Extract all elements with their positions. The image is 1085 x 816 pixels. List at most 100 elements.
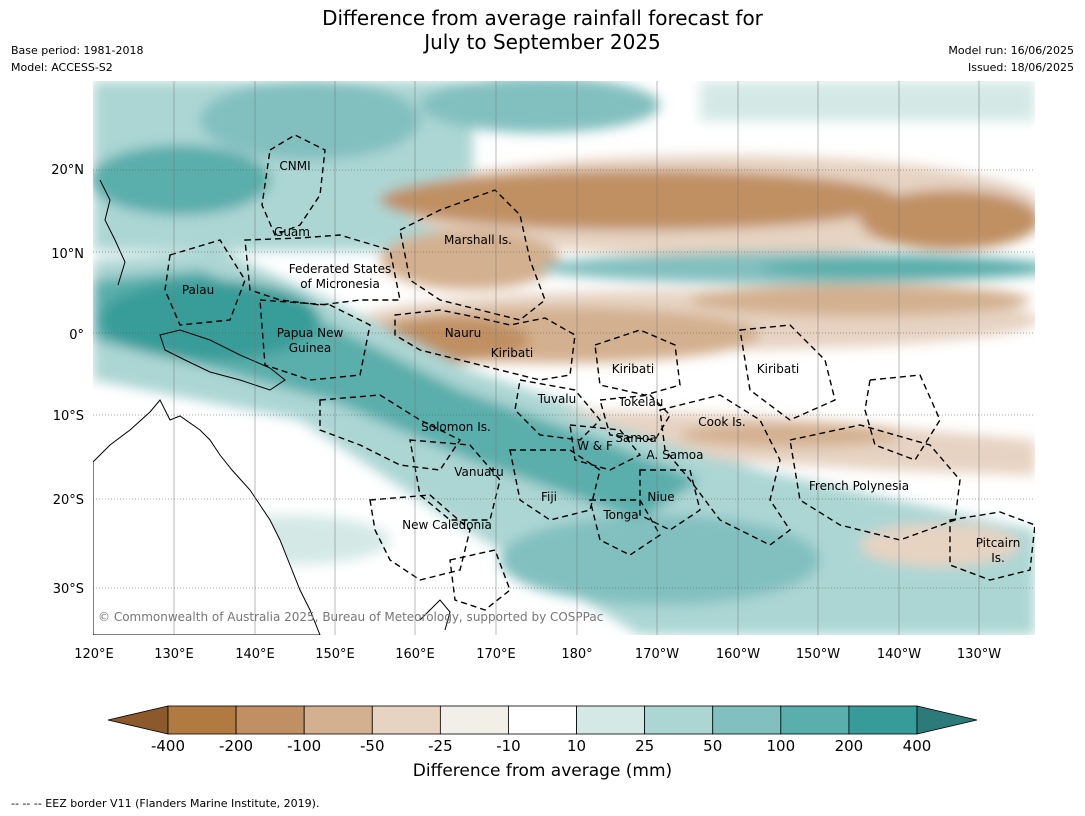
label-american-samoa: A. Samoa — [647, 448, 704, 462]
eez-kiribati-west — [394, 309, 576, 381]
colorbar-segments — [107, 705, 978, 735]
eez-borders — [164, 134, 1035, 611]
title-line-2: July to September 2025 — [424, 30, 661, 54]
lon-label-130e: 130°E — [154, 647, 194, 662]
colorbar-tick-label: -10 — [496, 737, 521, 755]
eez-png — [259, 299, 371, 381]
lon-label-160w: 160°W — [716, 647, 760, 662]
colorbar-tick-label: -50 — [360, 737, 385, 755]
colorbar-tick-label: -200 — [219, 737, 254, 755]
wet-core-itcz — [760, 258, 1035, 278]
label-vanuatu: Vanuatu — [454, 465, 504, 479]
label-tuvalu: Tuvalu — [537, 392, 577, 406]
new-caledonia-coastline — [419, 599, 451, 631]
label-cnmi: CNMI — [279, 159, 310, 173]
philippines-coastline — [99, 179, 126, 286]
label-guam: Guam — [274, 225, 310, 239]
label-fiji: Fiji — [541, 490, 557, 504]
dry-core-northeast — [860, 190, 1035, 250]
label-samoa: Samoa — [615, 431, 656, 445]
longitude-labels: 120°E 130°E 140°E 150°E 160°E 170°E 180°… — [74, 647, 1001, 662]
lon-label-130w: 130°W — [957, 647, 1001, 662]
dry-core-north — [380, 170, 900, 230]
eez-cnmi — [261, 134, 326, 236]
label-png-1: Papua New — [277, 326, 344, 340]
lat-label-10n: 10°N — [51, 247, 84, 262]
colorbar-segment — [371, 705, 441, 735]
forecast-map: CNMI Guam Marshall Is. Federated States … — [51, 81, 1035, 662]
map-area: CNMI Guam Marshall Is. Federated States … — [93, 81, 1035, 635]
lat-label-20n: 20°N — [51, 163, 84, 178]
region-labels: CNMI Guam Marshall Is. Federated States … — [182, 159, 1020, 565]
colorbar-segment — [167, 705, 237, 735]
label-tonga: Tonga — [602, 508, 638, 522]
eez-marquesas — [864, 374, 941, 461]
label-wf: W & F — [577, 439, 613, 453]
colorbar-tick-label: 10 — [566, 737, 587, 755]
eez-tonga — [589, 499, 661, 556]
australia-coastline — [93, 399, 321, 635]
label-new-caledonia: New Caledonia — [402, 518, 492, 532]
eez-new-caledonia — [369, 494, 471, 581]
lon-label-160e: 160°E — [395, 647, 435, 662]
colorbar-tick-label: -100 — [287, 737, 322, 755]
meta-right: Model run: 16/06/2025 Issued: 18/06/2025 — [948, 42, 1074, 76]
wet-core-n — [200, 81, 420, 160]
eez-kiribati-central — [594, 329, 681, 396]
colorbar-segment — [576, 705, 646, 735]
graticule-lines — [173, 81, 980, 635]
eez-solomon — [319, 394, 462, 471]
wet-field-ne — [700, 81, 1035, 121]
lon-label-170e: 170°E — [476, 647, 516, 662]
lon-label-140e: 140°E — [235, 647, 275, 662]
colorbar-tick-label: 100 — [766, 737, 796, 755]
colorbar — [107, 705, 978, 735]
dry-field-marshall — [380, 230, 560, 290]
eez-fsm — [244, 234, 401, 306]
lon-label-120e: 120°E — [74, 647, 114, 662]
model-name: Model: ACCESS-S2 — [11, 61, 113, 74]
lon-label-180: 180° — [561, 647, 592, 662]
title-line-1: Difference from average rainfall forecas… — [322, 6, 763, 30]
label-tokelau: Tokelau — [618, 395, 664, 409]
eez-pitcairn — [949, 511, 1035, 581]
label-fsm-1: Federated States — [289, 262, 391, 276]
colorbar-segment — [848, 705, 918, 735]
label-nauru: Nauru — [445, 326, 481, 340]
lon-label-150w: 150°W — [796, 647, 840, 662]
colorbar-segment — [439, 705, 509, 735]
colorbar-segment — [235, 705, 305, 735]
colorbar-title: Difference from average (mm) — [412, 761, 673, 781]
eez-fiji — [509, 449, 601, 521]
eez-french-polynesia — [789, 424, 961, 541]
colorbar-tick-label: -25 — [428, 737, 453, 755]
wet-field-n-central — [420, 81, 660, 133]
dry-field-east — [690, 284, 1030, 316]
eez-vanuatu — [409, 439, 501, 521]
colorbar-segment — [644, 705, 714, 735]
new-guinea-coastline — [159, 329, 286, 391]
lat-label-10s: 10°S — [53, 409, 84, 424]
lon-label-150e: 150°E — [315, 647, 355, 662]
eez-norfolk — [449, 549, 511, 611]
colorbar-tick-label: -400 — [150, 737, 186, 755]
colorbar-tick-label: 50 — [703, 737, 723, 755]
lat-label-0: 0° — [69, 328, 84, 343]
colorbar-segment — [780, 705, 850, 735]
label-kiribati-west: Kiribati — [491, 346, 533, 360]
label-niue: Niue — [647, 490, 674, 504]
lat-label-20s: 20°S — [53, 493, 84, 508]
issued-date: Issued: 18/06/2025 — [967, 61, 1074, 74]
dry-core-cook — [680, 423, 900, 447]
latitude-labels: 20°N 10°N 0° 10°S 20°S 30°S — [51, 163, 84, 597]
eez-tuvalu — [514, 379, 601, 441]
lon-label-170w: 170°W — [635, 647, 679, 662]
copyright-notice: © Commonwealth of Australia 2025, Bureau… — [98, 610, 603, 624]
eez-palau — [164, 239, 246, 326]
rainfall-anomaly-fields — [93, 81, 1035, 635]
label-cook: Cook Is. — [698, 415, 745, 429]
colorbar-segment — [712, 705, 782, 735]
colorbar-tick-label: 25 — [635, 737, 655, 755]
meta-left: Base period: 1981-2018 Model: ACCESS-S2 — [11, 42, 143, 76]
label-pitcairn-1: Pitcairn — [976, 536, 1021, 550]
